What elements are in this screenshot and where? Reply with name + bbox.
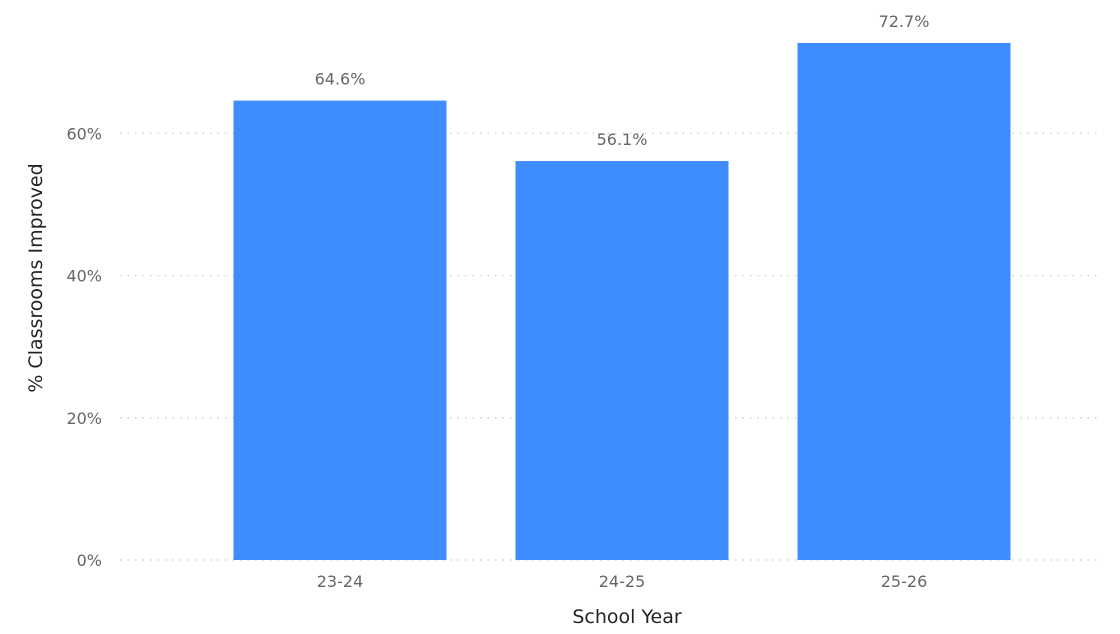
y-tick-label: 60% [66,124,102,143]
data-label-24-25: 56.1% [597,130,648,149]
y-tick-label: 20% [66,409,102,428]
bar-24-25[interactable] [515,161,729,561]
bars [233,43,1011,561]
y-tick-label: 0% [77,551,102,570]
x-tick-label-23-24: 23-24 [317,572,364,591]
x-axis-ticks: 23-24 24-25 25-26 [317,572,928,591]
data-labels: 64.6% 56.1% 72.7% [315,12,930,149]
y-axis-ticks: 0% 20% 40% 60% [66,124,102,570]
y-tick-label: 40% [66,267,102,286]
x-tick-label-24-25: 24-25 [599,572,646,591]
bar-25-26[interactable] [797,43,1011,560]
x-axis-title: School Year [572,606,682,628]
data-label-25-26: 72.7% [879,12,930,31]
x-tick-label-25-26: 25-26 [881,572,928,591]
y-axis-title: % Classrooms Improved [25,163,47,392]
bar-23-24[interactable] [233,100,447,560]
data-label-23-24: 64.6% [315,70,366,89]
